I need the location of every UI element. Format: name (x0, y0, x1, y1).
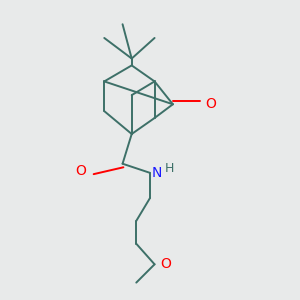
Text: O: O (205, 97, 216, 111)
Text: O: O (160, 257, 171, 271)
Text: O: O (75, 164, 86, 178)
Text: H: H (165, 162, 174, 175)
Text: N: N (151, 166, 161, 180)
